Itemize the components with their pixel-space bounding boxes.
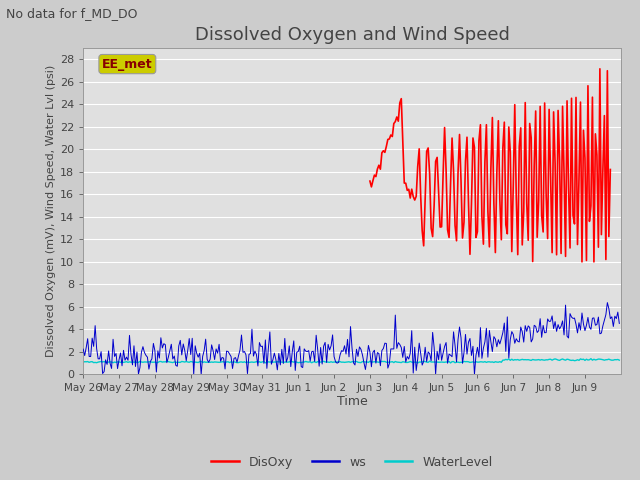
X-axis label: Time: Time (337, 395, 367, 408)
Legend: DisOxy, ws, WaterLevel: DisOxy, ws, WaterLevel (206, 451, 498, 474)
Text: EE_met: EE_met (102, 58, 153, 71)
Text: No data for f_MD_DO: No data for f_MD_DO (6, 7, 138, 20)
Y-axis label: Dissolved Oxygen (mV), Wind Speed, Water Lvl (psi): Dissolved Oxygen (mV), Wind Speed, Water… (45, 65, 56, 357)
Title: Dissolved Oxygen and Wind Speed: Dissolved Oxygen and Wind Speed (195, 25, 509, 44)
